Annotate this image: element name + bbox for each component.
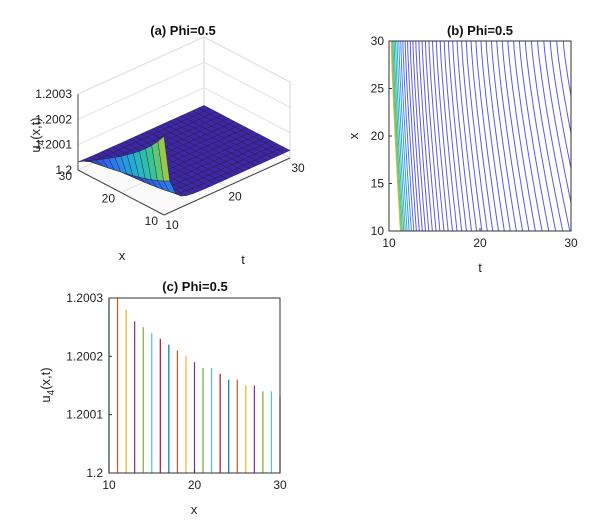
contour-line xyxy=(393,41,405,231)
contour-line xyxy=(421,41,437,231)
stem-title: (c) Phi=0.5 xyxy=(162,279,227,294)
contour-line xyxy=(443,41,463,231)
t-tick-label: 20 xyxy=(228,190,242,204)
contour-line xyxy=(461,41,483,231)
stem-y-tick-label: 1.2003 xyxy=(66,291,103,305)
stem-y-tick-label: 1.2 xyxy=(86,466,103,480)
stem-panel: (c) Phi=0.5 10 20 301.21.20011.20021.2003 … xyxy=(38,279,287,517)
contour-line xyxy=(530,41,564,231)
contour-line xyxy=(402,41,415,231)
stem-ticks: 10 20 30 1.2 1.2001 1.2002 1.2003 xyxy=(66,291,287,492)
contour-line xyxy=(507,41,536,231)
stem-x-tick-label: 10 xyxy=(102,478,116,492)
surface-title: (a) Phi=0.5 xyxy=(150,23,215,38)
contour-line xyxy=(391,41,402,231)
contour-line xyxy=(501,41,530,231)
stem-x-tick-label: 30 xyxy=(273,478,287,492)
contour-line xyxy=(415,41,430,231)
contour-line xyxy=(409,41,423,231)
stem-y-tick-label: 1.2001 xyxy=(66,408,103,422)
contour-line xyxy=(435,41,453,231)
x-tick-label: 30 xyxy=(59,169,73,183)
wall-gridline-z xyxy=(77,61,291,120)
contour-line xyxy=(562,41,571,100)
contour-line xyxy=(549,41,571,171)
contour-y-tick-label: 20 xyxy=(371,129,385,143)
contour-title: (b) Phi=0.5 xyxy=(447,23,513,38)
z-tick-label: 1.2001 xyxy=(35,138,72,152)
contour-line xyxy=(407,41,420,231)
contour-line xyxy=(398,41,410,231)
z-tick-label: 1.2003 xyxy=(35,87,72,101)
contour-line xyxy=(465,41,488,231)
contour-line xyxy=(400,41,412,231)
contour-x-label: t xyxy=(478,260,482,275)
contour-line xyxy=(412,41,426,231)
t-axis-line xyxy=(163,157,291,216)
contour-line xyxy=(418,41,433,231)
contour-line xyxy=(470,41,494,231)
contour-line xyxy=(396,41,408,231)
contour-line xyxy=(439,41,458,231)
stem-y-tick-label: 1.2002 xyxy=(66,349,103,363)
contour-line xyxy=(452,41,472,231)
stem-y-label: u4(x,t) xyxy=(38,367,57,402)
contour-line xyxy=(490,41,517,231)
contour-panel: (b) Phi=0.5 10 20 30 10 15 20 25 30 t x xyxy=(346,23,578,275)
contour-line xyxy=(480,41,505,231)
contour-line xyxy=(391,41,402,231)
contour-line xyxy=(485,41,511,231)
contour-line xyxy=(392,41,403,231)
contour-line xyxy=(456,41,478,231)
surface-t-label: t xyxy=(241,252,245,267)
contour-line xyxy=(475,41,499,231)
contour-line xyxy=(428,41,445,231)
contour-y-label: x xyxy=(346,132,361,139)
z-tick-label: 1.2002 xyxy=(35,112,72,126)
contour-line xyxy=(447,41,467,231)
contour-line xyxy=(424,41,441,231)
contour-line xyxy=(513,41,543,231)
contour-line xyxy=(537,41,571,231)
contour-y-tick-label: 15 xyxy=(371,177,385,191)
contour-line xyxy=(395,41,406,231)
surface-ticks: 1.2 1.2001 1.2002 1.2003 10 20 30 10 20 30 xyxy=(35,87,305,232)
contour-line xyxy=(556,41,571,137)
x-tick-label: 10 xyxy=(145,214,159,228)
contour-line xyxy=(518,41,550,231)
t-tick-label: 30 xyxy=(291,161,305,175)
contour-x-tick-label: 20 xyxy=(473,236,487,250)
surface-x-label: x xyxy=(119,248,126,263)
x-axis-line xyxy=(77,169,165,216)
contour-y-tick-label: 30 xyxy=(371,34,385,48)
contour-ticks: 10 20 30 10 15 20 25 30 xyxy=(371,34,578,250)
x-tick-label: 20 xyxy=(102,192,116,206)
contour-y-tick-label: 25 xyxy=(371,82,385,96)
contour-line xyxy=(524,41,557,231)
surface-mesh xyxy=(77,105,291,197)
contour-line xyxy=(404,41,417,231)
surface-z-label: u4(x,t) xyxy=(28,117,47,152)
wall-gridline-z xyxy=(77,36,291,95)
stem-x-tick-label: 20 xyxy=(188,478,202,492)
z-tick-label: 1.2 xyxy=(55,163,72,177)
stem-x-label: x xyxy=(191,502,198,517)
contour-lines xyxy=(390,41,571,231)
contour-x-tick-label: 30 xyxy=(564,236,578,250)
contour-line xyxy=(496,41,524,231)
surface-patch xyxy=(157,136,170,182)
wall-gridline-z xyxy=(77,87,291,146)
contour-x-tick-label: 10 xyxy=(382,236,396,250)
contour-y-tick-label: 10 xyxy=(371,224,385,238)
t-tick-label: 10 xyxy=(165,218,179,232)
contour-line xyxy=(543,41,571,205)
contour-line xyxy=(432,41,449,231)
surface-panel: (a) Phi=0.5 1.21.20011.20021.20031020301… xyxy=(28,23,305,267)
